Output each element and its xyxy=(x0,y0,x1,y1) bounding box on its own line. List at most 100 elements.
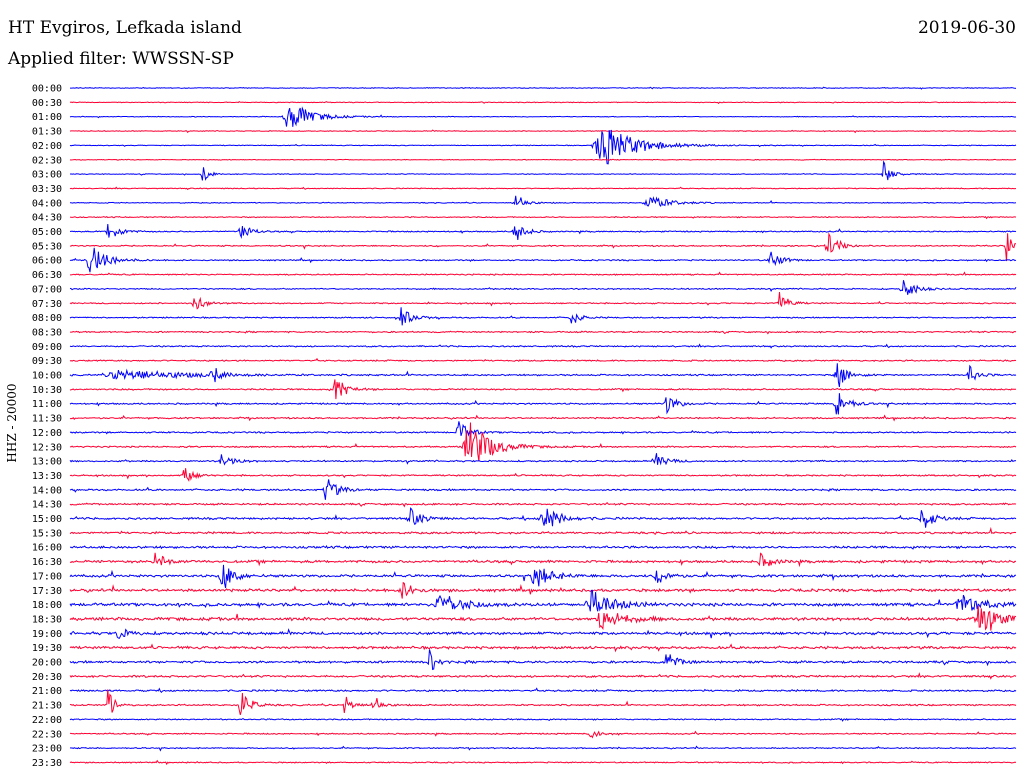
row-label-1700: 17:00 xyxy=(32,571,62,582)
trace-row-1600 xyxy=(69,545,1017,550)
trace-row-0930 xyxy=(69,357,1017,362)
row-label-0330: 03:30 xyxy=(32,184,62,195)
trace-row-0600 xyxy=(69,247,1017,273)
row-label-1030: 10:30 xyxy=(32,385,62,396)
row-label-1400: 14:00 xyxy=(32,485,62,496)
trace-row-0700 xyxy=(69,280,1017,295)
trace-row-1830 xyxy=(69,605,1017,631)
trace-row-2330 xyxy=(69,759,1017,766)
trace-row-1300 xyxy=(69,453,1017,466)
row-label-0130: 01:30 xyxy=(32,127,62,138)
trace-row-2300 xyxy=(69,745,1017,752)
trace-row-0500 xyxy=(70,223,1017,241)
trace-row-1330 xyxy=(69,468,1017,482)
row-label-1800: 18:00 xyxy=(32,600,62,611)
trace-row-0730 xyxy=(69,291,1017,310)
row-label-0230: 02:30 xyxy=(32,155,62,166)
station-title: HT Evgiros, Lefkada island xyxy=(8,18,242,38)
trace-row-0000 xyxy=(70,86,1017,90)
trace-row-2200 xyxy=(69,718,1017,722)
trace-row-1130 xyxy=(69,414,1017,422)
row-label-0700: 07:00 xyxy=(32,284,62,295)
row-label-1230: 12:30 xyxy=(32,442,62,453)
trace-row-2030 xyxy=(69,672,1017,680)
trace-row-1930 xyxy=(69,643,1017,653)
trace-row-1530 xyxy=(69,526,1017,535)
row-label-1530: 15:30 xyxy=(32,528,62,539)
trace-row-0430 xyxy=(69,215,1017,220)
row-label-0800: 08:00 xyxy=(32,313,62,324)
trace-row-1500 xyxy=(69,507,1017,528)
trace-row-0130 xyxy=(69,129,1017,134)
row-label-1200: 12:00 xyxy=(32,428,62,439)
seismic-traces xyxy=(69,86,1017,766)
row-label-1900: 19:00 xyxy=(32,629,62,640)
trace-row-2230 xyxy=(70,730,1017,739)
row-label-1830: 18:30 xyxy=(32,614,62,625)
trace-row-0530 xyxy=(69,232,1017,262)
row-label-0500: 05:00 xyxy=(32,227,62,238)
row-labels: 00:00 00:30 01:00 01:30 02:00 02:30 03:00 03:30… xyxy=(32,84,62,769)
row-label-0830: 08:30 xyxy=(32,327,62,338)
row-label-1630: 16:30 xyxy=(32,557,62,568)
row-label-0630: 06:30 xyxy=(32,270,62,281)
trace-row-0830 xyxy=(70,330,1017,335)
trace-row-1000 xyxy=(69,363,1017,387)
trace-row-2130 xyxy=(69,689,1017,716)
row-label-1430: 14:30 xyxy=(32,500,62,511)
row-label-2300: 23:00 xyxy=(32,744,62,755)
row-label-2330: 23:30 xyxy=(32,758,62,769)
row-label-0000: 00:00 xyxy=(32,84,62,95)
row-label-1000: 10:00 xyxy=(32,371,62,382)
filter-label: Applied filter: WWSSN-SP xyxy=(8,49,234,69)
row-label-2130: 21:30 xyxy=(32,701,62,712)
trace-row-0100 xyxy=(69,106,1017,127)
row-label-0730: 07:30 xyxy=(32,299,62,310)
row-label-0600: 06:00 xyxy=(32,256,62,267)
trace-row-2000 xyxy=(69,649,1017,671)
trace-row-0030 xyxy=(69,100,1016,105)
row-label-0200: 02:00 xyxy=(32,141,62,152)
trace-row-1230 xyxy=(69,422,1017,462)
trace-row-0200 xyxy=(69,129,1017,165)
row-label-0930: 09:30 xyxy=(32,356,62,367)
row-label-1100: 11:00 xyxy=(32,399,62,410)
trace-row-0900 xyxy=(69,343,1017,349)
row-label-1300: 13:00 xyxy=(32,457,62,468)
row-label-0430: 04:30 xyxy=(32,213,62,224)
trace-row-1900 xyxy=(69,628,1017,639)
row-label-0300: 03:00 xyxy=(32,170,62,181)
row-label-1500: 15:00 xyxy=(32,514,62,525)
date-label: 2019-06-30 xyxy=(917,18,1016,38)
row-label-2030: 20:30 xyxy=(32,672,62,683)
row-label-2100: 21:00 xyxy=(32,686,62,697)
row-label-1730: 17:30 xyxy=(32,586,62,597)
row-label-2230: 22:30 xyxy=(32,729,62,740)
trace-row-0300 xyxy=(69,160,1017,181)
trace-row-1100 xyxy=(69,393,1017,415)
row-label-0530: 05:30 xyxy=(32,241,62,252)
trace-row-1730 xyxy=(69,581,1017,599)
row-label-1930: 19:30 xyxy=(32,643,62,654)
row-label-1330: 13:30 xyxy=(32,471,62,482)
row-label-0400: 04:00 xyxy=(32,198,62,209)
trace-row-1430 xyxy=(69,501,1017,508)
trace-row-1700 xyxy=(69,564,1016,589)
row-label-0030: 00:30 xyxy=(32,98,62,109)
trace-row-0230 xyxy=(69,158,1017,161)
trace-row-1030 xyxy=(69,379,1017,400)
trace-row-0800 xyxy=(69,307,1017,326)
trace-row-1630 xyxy=(69,552,1017,568)
trace-row-2100 xyxy=(69,687,1017,694)
trace-row-0630 xyxy=(70,271,1017,276)
trace-row-0330 xyxy=(69,186,1016,191)
trace-row-0400 xyxy=(69,195,1017,207)
row-label-0100: 01:00 xyxy=(32,112,62,123)
trace-row-1400 xyxy=(69,479,1017,500)
trace-row-1200 xyxy=(69,421,1017,437)
row-label-1600: 16:00 xyxy=(32,543,62,554)
row-label-0900: 09:00 xyxy=(32,342,62,353)
row-label-2200: 22:00 xyxy=(32,715,62,726)
trace-row-1800 xyxy=(69,589,1017,612)
